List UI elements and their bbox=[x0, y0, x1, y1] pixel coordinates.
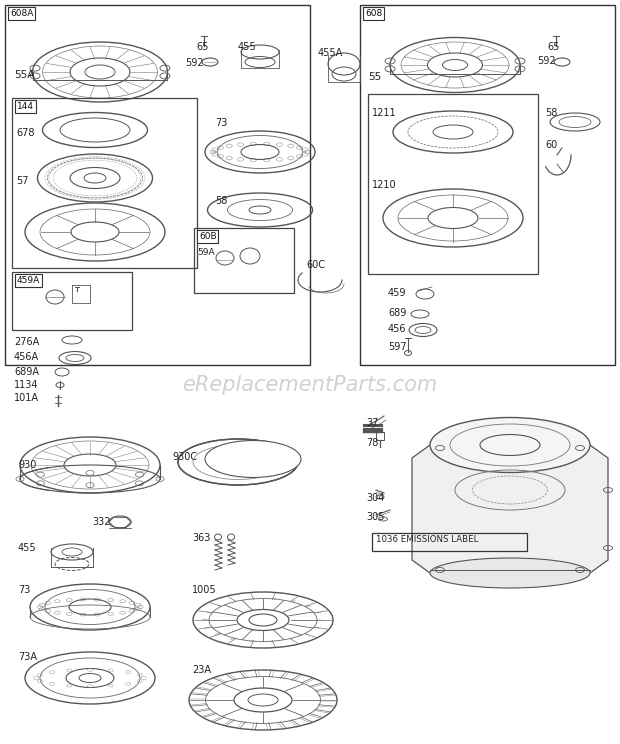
Ellipse shape bbox=[205, 440, 301, 478]
Text: 78: 78 bbox=[366, 438, 378, 448]
Text: 456: 456 bbox=[388, 324, 407, 334]
Ellipse shape bbox=[480, 434, 540, 455]
Text: 60B: 60B bbox=[199, 232, 216, 241]
Text: 58: 58 bbox=[215, 196, 228, 206]
Text: 456A: 456A bbox=[14, 352, 39, 362]
Text: 1005: 1005 bbox=[192, 585, 216, 595]
Text: 455A: 455A bbox=[318, 48, 343, 58]
Text: 608A: 608A bbox=[10, 9, 33, 18]
Text: 101A: 101A bbox=[14, 393, 39, 403]
Text: 930: 930 bbox=[18, 460, 37, 470]
Text: 455: 455 bbox=[238, 42, 257, 52]
Text: 592: 592 bbox=[185, 58, 203, 68]
Bar bbox=[12, 272, 132, 330]
Text: 59A: 59A bbox=[197, 248, 215, 257]
Text: 60C: 60C bbox=[306, 260, 325, 270]
Text: 58: 58 bbox=[545, 108, 557, 118]
Bar bbox=[360, 5, 615, 365]
Text: 689: 689 bbox=[388, 308, 406, 318]
Text: 608: 608 bbox=[365, 9, 383, 18]
Text: 37: 37 bbox=[366, 418, 378, 428]
Text: 144: 144 bbox=[17, 102, 34, 111]
Text: 597: 597 bbox=[388, 342, 407, 352]
Text: 592: 592 bbox=[537, 56, 556, 66]
Text: 1036 EMISSIONS LABEL: 1036 EMISSIONS LABEL bbox=[376, 535, 479, 544]
Bar bbox=[194, 228, 294, 293]
Bar bbox=[368, 94, 538, 274]
Text: 455: 455 bbox=[18, 543, 37, 553]
Text: 304: 304 bbox=[366, 493, 384, 503]
Text: 363: 363 bbox=[192, 533, 210, 543]
Text: 678: 678 bbox=[16, 128, 35, 138]
Text: 1134: 1134 bbox=[14, 380, 38, 390]
Polygon shape bbox=[412, 445, 608, 573]
Text: 65: 65 bbox=[196, 42, 208, 52]
Text: 689A: 689A bbox=[14, 367, 39, 377]
Bar bbox=[5, 5, 310, 365]
Ellipse shape bbox=[430, 417, 590, 472]
Text: 73: 73 bbox=[215, 118, 228, 128]
Text: 65: 65 bbox=[547, 42, 559, 52]
Ellipse shape bbox=[430, 558, 590, 588]
Text: 23A: 23A bbox=[192, 665, 211, 675]
Text: 459: 459 bbox=[388, 288, 407, 298]
Text: 55: 55 bbox=[368, 72, 381, 82]
Text: 60: 60 bbox=[545, 140, 557, 150]
Text: 55A: 55A bbox=[14, 70, 34, 80]
Text: 1211: 1211 bbox=[372, 108, 397, 118]
Bar bbox=[12, 98, 197, 268]
Text: 930C: 930C bbox=[172, 452, 197, 462]
Text: 73: 73 bbox=[18, 585, 30, 595]
Text: 332: 332 bbox=[92, 517, 110, 527]
Text: 276A: 276A bbox=[14, 337, 39, 347]
Ellipse shape bbox=[450, 424, 570, 466]
Text: 73A: 73A bbox=[18, 652, 37, 662]
Text: eReplacementParts.com: eReplacementParts.com bbox=[182, 375, 438, 395]
Text: 459A: 459A bbox=[17, 276, 40, 285]
Bar bbox=[372, 533, 527, 551]
Text: 57: 57 bbox=[16, 176, 29, 186]
Text: 305: 305 bbox=[366, 512, 384, 522]
Text: 1210: 1210 bbox=[372, 180, 397, 190]
